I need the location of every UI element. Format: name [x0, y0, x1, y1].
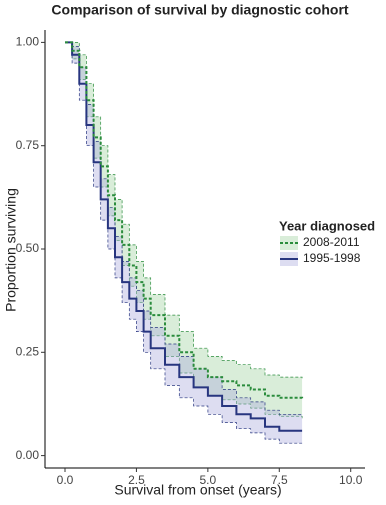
legend-title: Year diagnosed [279, 218, 375, 233]
x-tick-label: 7.5 [271, 473, 288, 487]
y-axis-label: Proportion surviving [3, 188, 19, 312]
legend-label: 2008-2011 [303, 235, 360, 249]
band-upper [65, 42, 303, 380]
confidence-band [65, 42, 303, 419]
x-axis-label: Survival from onset (years) [114, 482, 281, 498]
confidence-band [65, 42, 303, 444]
y-tick-label: 0.00 [16, 448, 40, 462]
chart-title: Comparison of survival by diagnostic coh… [51, 2, 348, 18]
x-tick-label: 10.0 [339, 473, 363, 487]
x-tick-label: 5.0 [200, 473, 217, 487]
y-tick-label: 1.00 [16, 35, 40, 49]
legend-label: 1995-1998 [303, 251, 361, 265]
y-tick-label: 0.75 [16, 138, 40, 152]
band-lower [65, 42, 303, 444]
x-tick-label: 0.0 [57, 473, 74, 487]
y-tick-label: 0.25 [16, 344, 40, 358]
y-tick-label: 0.50 [16, 241, 40, 255]
x-tick-label: 2.5 [128, 473, 145, 487]
legend-key-bg [280, 236, 298, 250]
